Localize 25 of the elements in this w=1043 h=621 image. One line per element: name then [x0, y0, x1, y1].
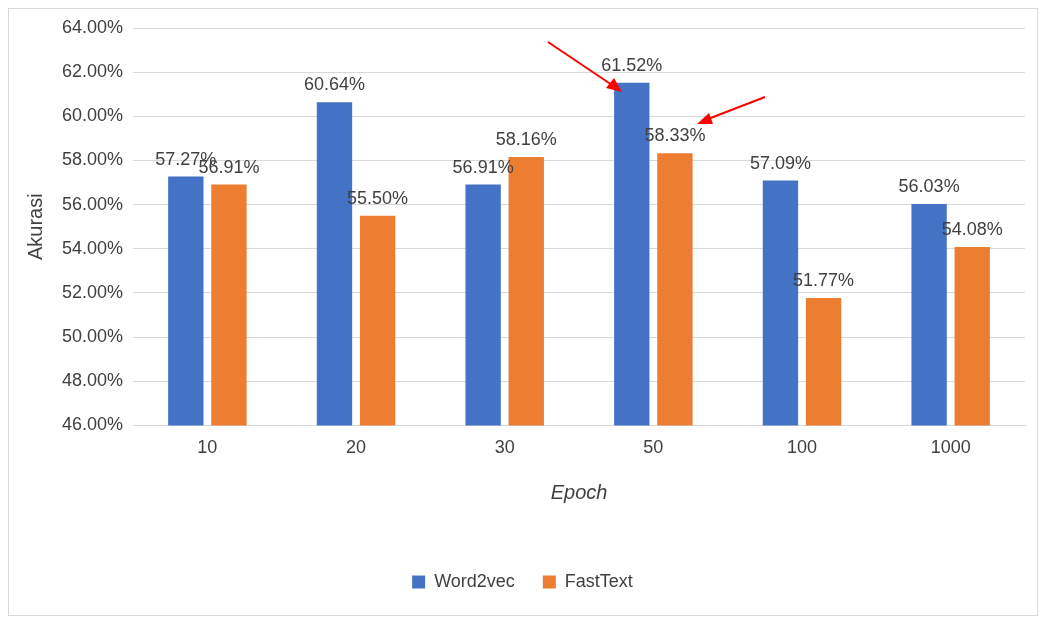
data-label: 60.64% [303, 74, 366, 95]
y-tick-label: 60.00% [61, 105, 124, 126]
x-tick-label: 10 [197, 437, 218, 458]
x-tick-label: 30 [494, 437, 515, 458]
y-tick-label: 46.00% [61, 414, 124, 435]
legend-label: Word2vec [434, 570, 515, 591]
data-label: 61.52% [601, 54, 663, 75]
y-axis-title: Akurasi [23, 193, 46, 261]
data-label: 56.03% [898, 175, 960, 196]
data-label: 58.16% [495, 128, 557, 149]
legend-label: FastText [564, 570, 633, 591]
x-tick-label: 20 [346, 437, 367, 458]
y-tick-label: 50.00% [61, 326, 124, 347]
y-tick-label: 48.00% [61, 370, 124, 391]
x-tick-label: 50 [643, 437, 664, 458]
y-tick-label: 64.00% [61, 16, 124, 37]
x-tick-label: 100 [786, 437, 818, 458]
y-tick-label: 58.00% [61, 149, 124, 170]
data-label: 57.09% [749, 152, 811, 173]
x-axis-title: Epoch [550, 480, 608, 503]
y-tick-label: 52.00% [61, 281, 124, 302]
x-tick-label: 1000 [930, 437, 971, 458]
y-tick-label: 62.00% [61, 61, 124, 82]
y-tick-label: 54.00% [61, 237, 124, 258]
y-tick-label: 56.00% [61, 193, 124, 214]
